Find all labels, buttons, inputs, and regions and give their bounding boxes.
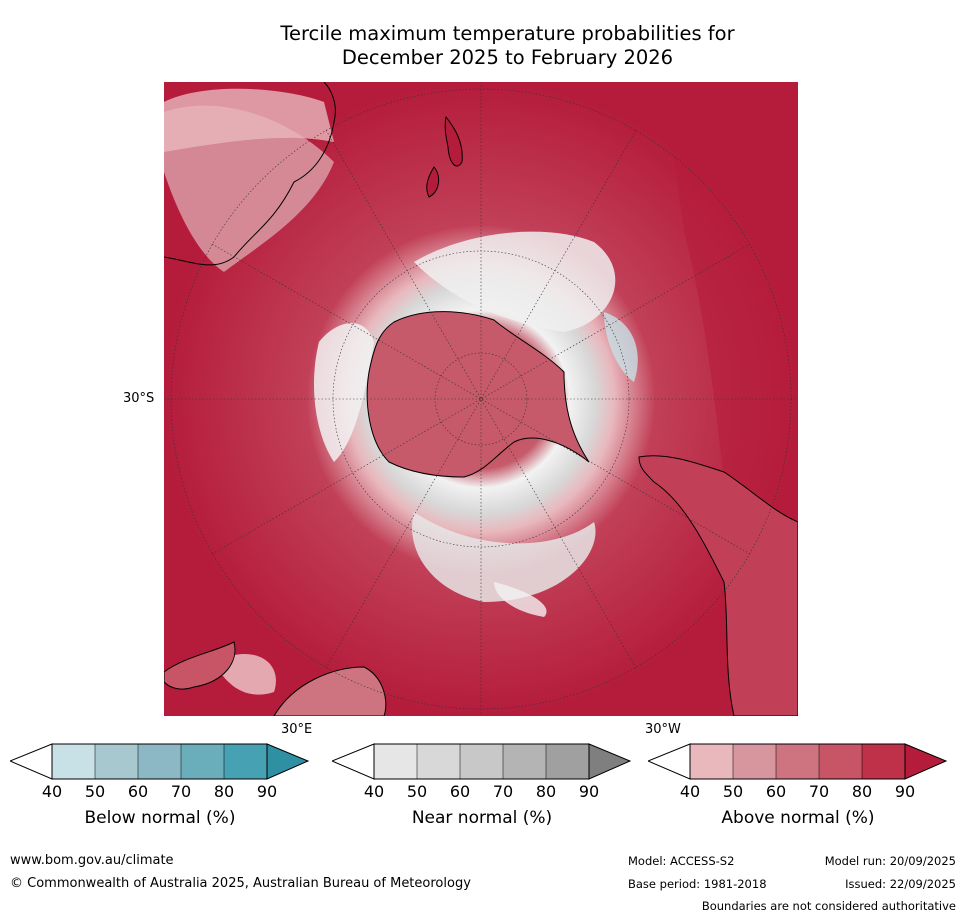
colorbar-near-swatches xyxy=(330,743,632,780)
tick: 60 xyxy=(127,782,149,801)
tick: 90 xyxy=(578,782,600,801)
tick: 40 xyxy=(679,782,701,801)
colorbar-title: Below normal (%) xyxy=(84,808,236,828)
map-canvas xyxy=(151,69,811,729)
tick: 60 xyxy=(765,782,787,801)
tick: 50 xyxy=(84,782,106,801)
tick: 40 xyxy=(363,782,385,801)
australia-region xyxy=(164,105,334,272)
title-line-1: Tercile maximum temperature probabilitie… xyxy=(280,22,735,45)
colorbar-title: Near normal (%) xyxy=(411,808,553,828)
disclaimer-text: Boundaries are not considered authoritat… xyxy=(701,899,956,913)
near-normal-ring-north xyxy=(414,231,616,332)
copyright-text: © Commonwealth of Australia 2025, Austra… xyxy=(10,876,471,891)
colorbar-below-swatches xyxy=(8,743,310,780)
tick: 70 xyxy=(492,782,514,801)
lon-label-30w: 30°W xyxy=(645,722,681,737)
tick: 70 xyxy=(808,782,830,801)
colorbar-above-swatches xyxy=(646,743,948,780)
tick: 90 xyxy=(894,782,916,801)
tick: 70 xyxy=(170,782,192,801)
lon-label-30e: 30°E xyxy=(281,722,313,737)
africa-outline xyxy=(163,641,236,690)
map-title: Tercile maximum temperature probabilitie… xyxy=(0,22,965,70)
model-text: Model: ACCESS-S2 xyxy=(628,854,735,868)
tick: 80 xyxy=(213,782,235,801)
issued-text: Issued: 22/09/2025 xyxy=(845,877,956,891)
tick: 50 xyxy=(722,782,744,801)
tick: 80 xyxy=(535,782,557,801)
tick: 50 xyxy=(406,782,428,801)
madagascar-outline xyxy=(273,666,387,717)
base-period-text: Base period: 1981-2018 xyxy=(628,877,767,891)
tick: 40 xyxy=(41,782,63,801)
title-line-2: December 2025 to February 2026 xyxy=(341,46,674,69)
australia-coastline xyxy=(163,81,336,266)
tick: 80 xyxy=(851,782,873,801)
model-run-text: Model run: 20/09/2025 xyxy=(824,854,956,868)
tick: 60 xyxy=(449,782,471,801)
lat-label-30s: 30°S xyxy=(123,391,155,406)
colorbar-below-normal: 40 50 60 70 80 90 Below normal (%) xyxy=(8,742,310,828)
south-america-outline xyxy=(638,455,799,717)
colorbar-title: Above normal (%) xyxy=(721,808,875,828)
graticule xyxy=(164,82,798,716)
tick: 90 xyxy=(256,782,278,801)
near-normal-ring-south xyxy=(412,512,596,602)
new-zealand-outline xyxy=(444,115,463,167)
colorbar-above-normal: 40 50 60 70 80 90 Above normal (%) xyxy=(646,742,948,828)
website-link[interactable]: www.bom.gov.au/climate xyxy=(10,853,174,868)
colorbar-near-normal: 40 50 60 70 80 90 Near normal (%) xyxy=(330,742,632,828)
probability-map[interactable] xyxy=(151,69,811,729)
